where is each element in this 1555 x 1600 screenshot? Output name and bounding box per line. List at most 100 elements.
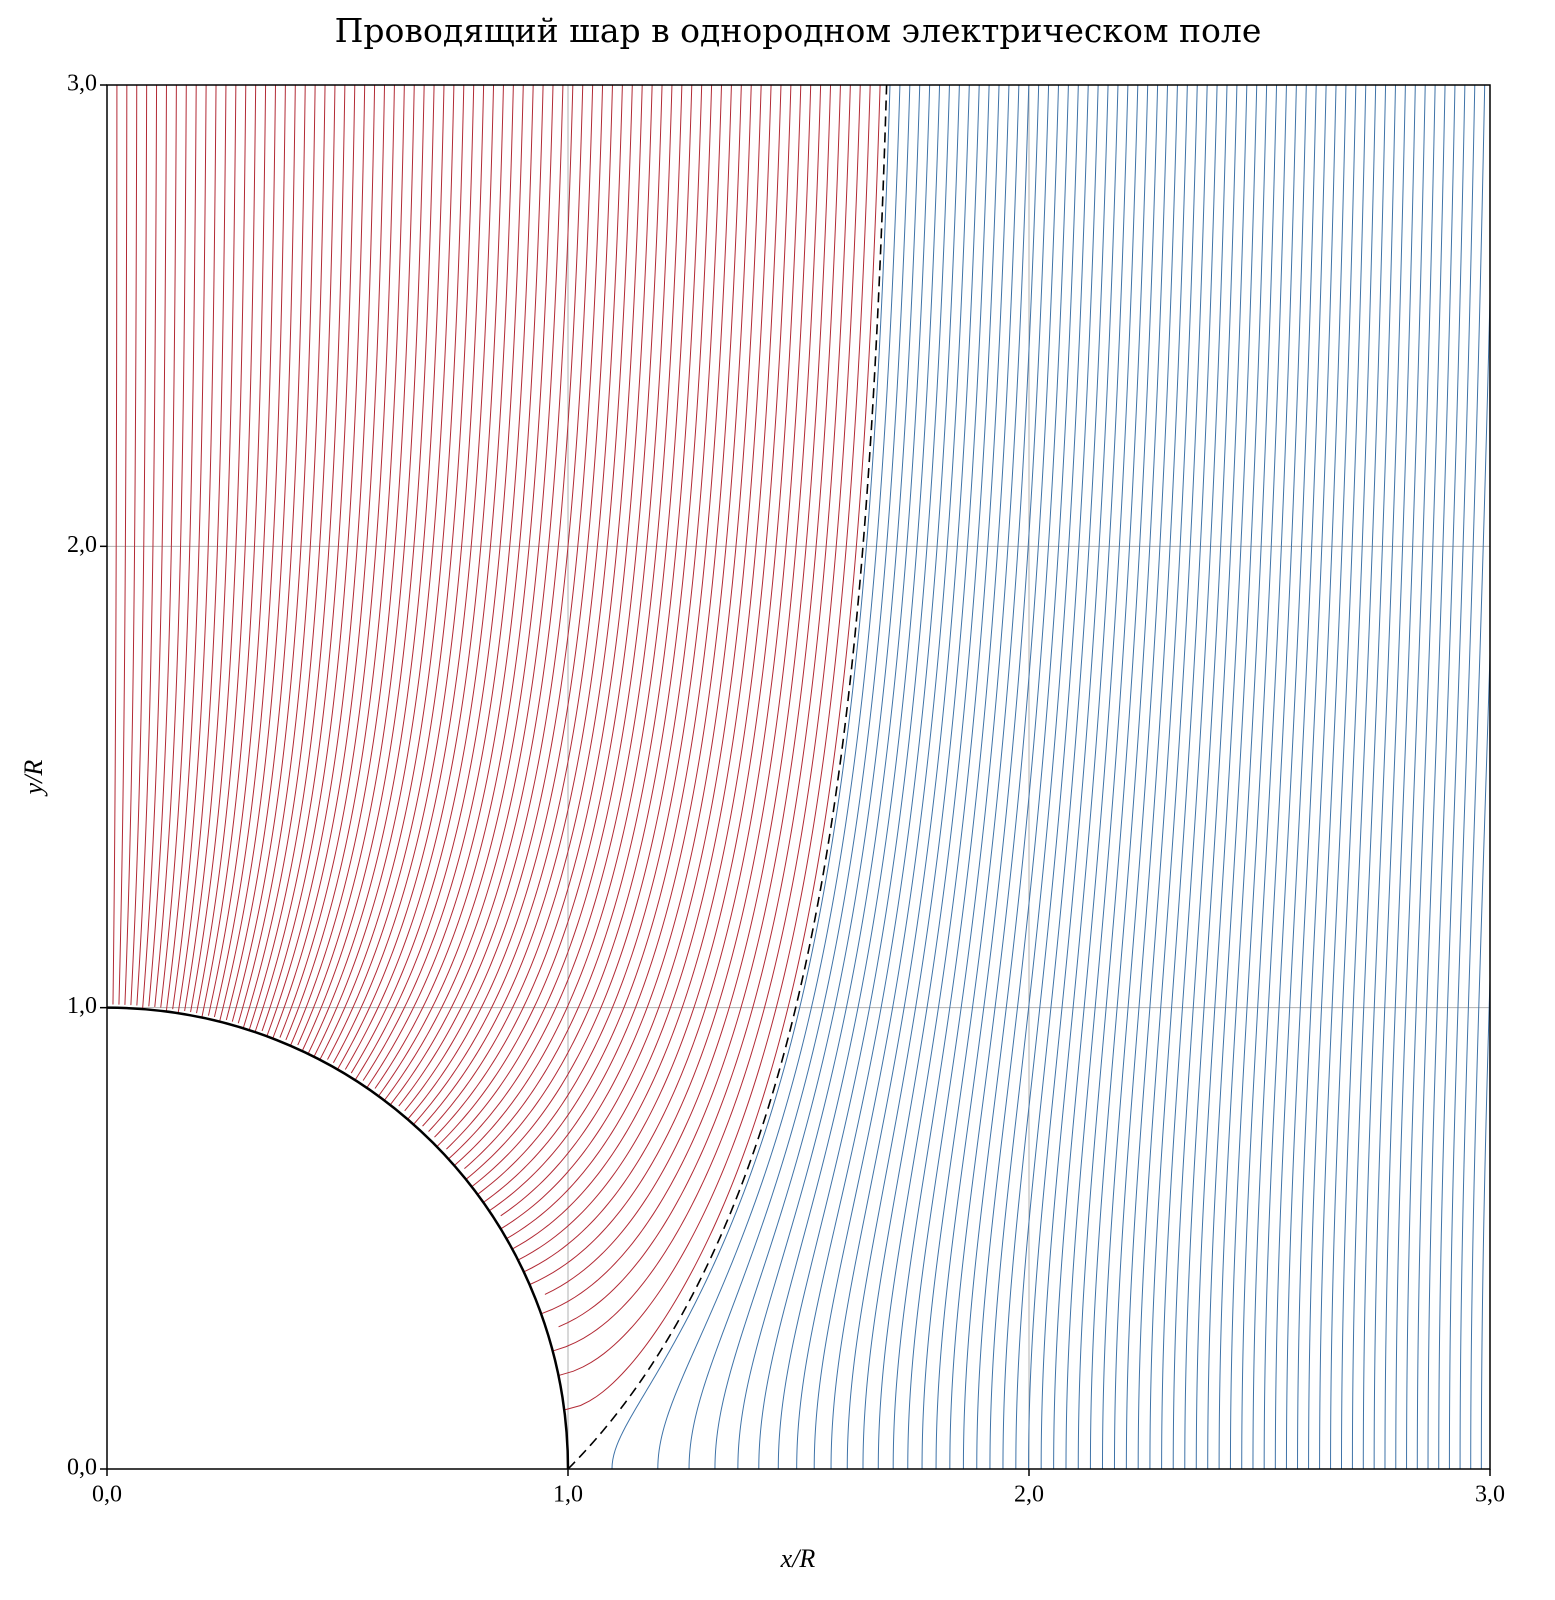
- outer-field-line: [796, 85, 960, 1469]
- outer-field-line: [1308, 85, 1357, 1469]
- inner-field-line: [225, 85, 306, 1021]
- outer-field-line: [1184, 85, 1248, 1469]
- inner-field-line: [511, 85, 792, 1250]
- inner-field-line: [448, 85, 683, 1160]
- inner-field-line: [540, 85, 841, 1315]
- inner-field-line: [142, 85, 167, 1010]
- inner-field-line: [378, 85, 564, 1097]
- outer-field-line: [1503, 62, 1535, 1469]
- outer-field-line: [1274, 85, 1327, 1469]
- outer-field-line: [1362, 85, 1406, 1469]
- outer-field-line: [892, 85, 1020, 1469]
- inner-field-line: [118, 85, 128, 1005]
- outer-field-line: [1545, 62, 1555, 1469]
- inner-field-line: [446, 85, 673, 1150]
- outer-field-line: [1351, 85, 1396, 1469]
- outer-field-line: [1172, 85, 1238, 1469]
- y-axis-label: y/R: [19, 760, 48, 798]
- inner-field-line: [488, 85, 752, 1212]
- outer-field-line: [1195, 85, 1258, 1469]
- inner-field-line: [279, 85, 395, 1038]
- separatrix: [567, 85, 888, 1469]
- y-tick-label: 2,0: [67, 532, 97, 558]
- inner-field-line: [422, 85, 633, 1127]
- inner-field-line: [130, 85, 148, 1006]
- outer-field-line: [758, 85, 941, 1469]
- inner-field-line: [124, 85, 138, 1005]
- outer-field-line: [1427, 85, 1466, 1469]
- inner-field-line: [404, 85, 604, 1112]
- outer-field-line: [1416, 85, 1456, 1469]
- outer-field-line: [1513, 62, 1544, 1469]
- inner-field-line: [366, 85, 544, 1089]
- outer-field-line: [1492, 62, 1525, 1469]
- outer-field-line: [1524, 62, 1555, 1469]
- outer-field-line: [949, 85, 1060, 1469]
- inner-field-line: [552, 85, 861, 1352]
- outer-field-line: [1101, 85, 1178, 1469]
- outer-field-line: [1480, 962, 1490, 1469]
- inner-field-line: [207, 85, 276, 1016]
- field-lines: [112, 62, 1555, 1469]
- outer-field-line: [830, 85, 980, 1469]
- inner-field-line: [213, 85, 286, 1018]
- outer-field-line: [1015, 85, 1109, 1469]
- outer-field-line: [846, 85, 990, 1469]
- outer-field-line: [1089, 85, 1169, 1469]
- y-tick-label: 1,0: [67, 993, 97, 1019]
- outer-field-line: [1229, 85, 1287, 1469]
- inner-field-line: [231, 85, 316, 1022]
- inner-field-line: [148, 85, 177, 1007]
- inner-field-line: [172, 85, 217, 1010]
- inner-field-line: [428, 85, 643, 1132]
- outer-field-line: [862, 85, 1000, 1469]
- inner-field-line: [332, 85, 485, 1064]
- outer-field-line: [1241, 85, 1297, 1469]
- inner-field-line: [297, 85, 425, 1046]
- outer-field-line: [976, 85, 1079, 1469]
- outer-field-line: [1053, 85, 1139, 1469]
- x-tick-label: 2,0: [1014, 1482, 1044, 1508]
- inner-field-line: [354, 85, 524, 1081]
- outer-field-line: [1207, 85, 1268, 1469]
- inner-field-line: [177, 85, 227, 1014]
- outer-field-line: [714, 85, 921, 1469]
- inner-field-line: [434, 85, 653, 1138]
- inner-field-line: [453, 85, 693, 1166]
- x-axis-label: x/R: [780, 1544, 816, 1573]
- outer-field-line: [1384, 85, 1426, 1469]
- outer-field-line: [1263, 85, 1317, 1469]
- inner-field-line: [285, 85, 405, 1041]
- outer-field-line: [1319, 85, 1367, 1469]
- inner-field-line: [136, 85, 158, 1006]
- outer-field-line: [1040, 85, 1129, 1469]
- outer-field-line: [1149, 85, 1218, 1469]
- outer-field-line: [1297, 85, 1347, 1469]
- inner-field-line: [327, 85, 475, 1060]
- x-tick-label: 1,0: [553, 1482, 583, 1508]
- inner-field-line: [413, 85, 623, 1125]
- y-tick-label: 3,0: [67, 71, 97, 97]
- inner-field-line: [436, 85, 663, 1148]
- outer-field-line: [1448, 85, 1486, 1469]
- inner-field-line: [289, 85, 415, 1046]
- outer-field-line: [737, 85, 931, 1469]
- outer-field-line: [777, 85, 950, 1469]
- outer-field-line: [1137, 85, 1208, 1469]
- outer-field-line: [1395, 85, 1436, 1469]
- outer-field-line: [962, 85, 1069, 1469]
- outer-field-line: [1252, 85, 1307, 1469]
- outer-field-line: [657, 85, 901, 1469]
- inner-field-line: [374, 85, 554, 1089]
- outer-field-line: [1373, 85, 1416, 1469]
- inner-field-line: [319, 85, 465, 1060]
- inner-field-line: [261, 85, 366, 1032]
- inner-field-line: [558, 85, 851, 1328]
- outer-field-line: [1077, 85, 1159, 1469]
- inner-field-line: [465, 85, 713, 1180]
- inner-field-line: [184, 85, 237, 1012]
- inner-field-line: [254, 85, 356, 1033]
- inner-field-line: [558, 85, 871, 1377]
- inner-field-line: [337, 85, 495, 1070]
